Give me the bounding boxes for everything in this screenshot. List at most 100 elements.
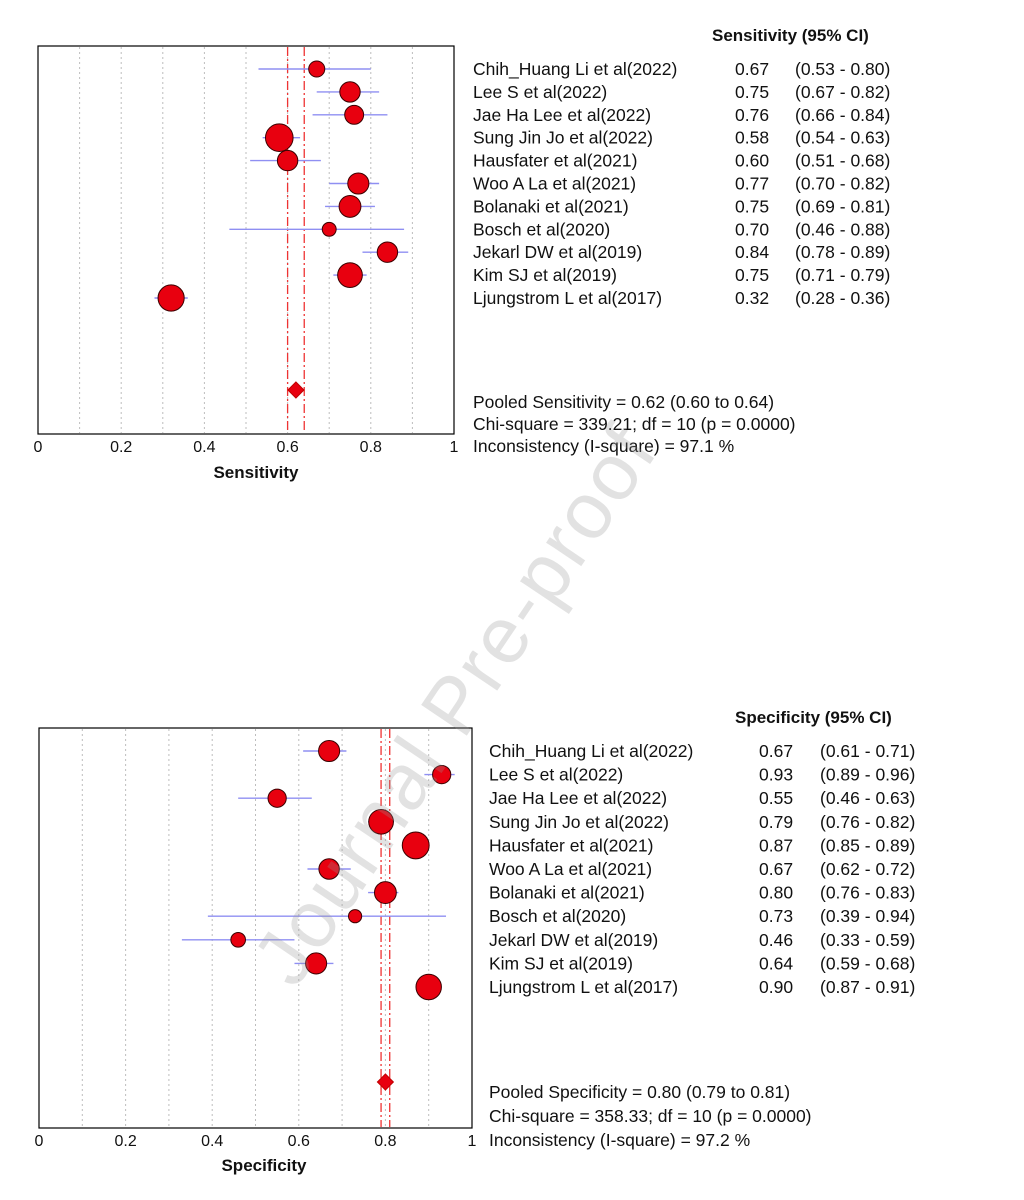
forest-plot-specificity: Specificity (95% CI) Chih_Huang Li et al(… xyxy=(35,708,916,1175)
study-ci: (0.62 - 0.72) xyxy=(820,859,915,879)
study-ci: (0.59 - 0.68) xyxy=(820,953,915,973)
pooled-estimate-text: Pooled Sensitivity = 0.62 (0.60 to 0.64) xyxy=(473,392,774,412)
study-ci: (0.67 - 0.82) xyxy=(795,82,890,102)
study-marker xyxy=(415,973,442,1001)
study-marker xyxy=(344,104,365,125)
study-ci: (0.69 - 0.81) xyxy=(795,196,890,216)
x-tick-label: 1 xyxy=(468,1133,477,1150)
study-name: Bosch et al(2020) xyxy=(489,906,626,926)
study-marker xyxy=(276,149,299,172)
study-value: 0.87 xyxy=(759,835,793,855)
i-square-text: Inconsistency (I-square) = 97.1 % xyxy=(473,436,734,456)
study-value: 0.67 xyxy=(759,741,793,761)
pooled-diamond xyxy=(376,1073,395,1091)
study-ci: (0.33 - 0.59) xyxy=(820,930,915,950)
study-marker xyxy=(305,952,328,975)
plot-frame xyxy=(38,727,473,1129)
x-tick-label: 0.4 xyxy=(193,439,215,456)
study-value: 0.75 xyxy=(735,196,769,216)
study-name: Sung Jin Jo et al(2022) xyxy=(489,812,669,832)
study-marker xyxy=(347,909,363,924)
study-name: Hausfater et al(2021) xyxy=(473,151,637,171)
study-value: 0.46 xyxy=(759,930,793,950)
chi-square-text: Chi-square = 358.33; df = 10 (p = 0.0000… xyxy=(489,1106,812,1126)
table-header: Specificity (95% CI) xyxy=(735,708,892,727)
study-ci: (0.46 - 0.88) xyxy=(795,219,890,239)
study-value: 0.67 xyxy=(735,59,769,79)
x-tick-label: 0 xyxy=(35,1133,44,1150)
study-marker xyxy=(337,262,363,288)
study-ci: (0.70 - 0.82) xyxy=(795,174,890,194)
study-marker xyxy=(401,831,430,860)
x-tick-label: 0.6 xyxy=(276,439,298,456)
study-ci: (0.76 - 0.82) xyxy=(820,812,915,832)
study-value: 0.58 xyxy=(735,128,769,148)
study-ci: (0.85 - 0.89) xyxy=(820,835,915,855)
study-ci: (0.87 - 0.91) xyxy=(820,977,915,997)
study-marker xyxy=(308,60,326,78)
study-value: 0.75 xyxy=(735,82,769,102)
study-value: 0.64 xyxy=(759,953,793,973)
study-value: 0.84 xyxy=(735,242,769,262)
study-marker xyxy=(373,881,397,905)
study-name: Chih_Huang Li et al(2022) xyxy=(473,59,677,80)
x-tick-label: 0.8 xyxy=(360,439,382,456)
i-square-text: Inconsistency (I-square) = 97.2 % xyxy=(489,1130,750,1150)
study-value: 0.76 xyxy=(735,105,769,125)
study-marker xyxy=(321,221,337,237)
study-ci: (0.89 - 0.96) xyxy=(820,765,915,785)
pooled-estimate-text: Pooled Specificity = 0.80 (0.79 to 0.81) xyxy=(489,1082,790,1102)
study-value: 0.55 xyxy=(759,788,793,808)
study-value: 0.93 xyxy=(759,765,793,785)
study-name: Ljungstrom L et al(2017) xyxy=(489,977,678,997)
study-marker xyxy=(157,284,185,312)
x-tick-label: 0 xyxy=(34,439,43,456)
study-ci: (0.78 - 0.89) xyxy=(795,242,890,262)
study-name: Jekarl DW et al(2019) xyxy=(473,242,642,262)
study-ci: (0.71 - 0.79) xyxy=(795,265,890,285)
chi-square-text: Chi-square = 339.21; df = 10 (p = 0.0000… xyxy=(473,414,796,434)
forest-plot-sensitivity: Sensitivity (95% CI) Chih_Huang Li et al(… xyxy=(34,26,891,482)
study-value: 0.75 xyxy=(735,265,769,285)
study-name: Jekarl DW et al(2019) xyxy=(489,930,658,950)
study-name: Lee S et al(2022) xyxy=(489,765,623,785)
plot-frame xyxy=(37,45,455,435)
x-axis-label: Sensitivity xyxy=(213,463,299,482)
study-name: Bolanaki et al(2021) xyxy=(489,883,645,903)
study-ci: (0.54 - 0.63) xyxy=(795,128,890,148)
study-name: Woo A La et al(2021) xyxy=(489,859,652,879)
x-tick-label: 0.2 xyxy=(110,439,132,456)
x-tick-label: 1 xyxy=(450,439,459,456)
study-ci: (0.66 - 0.84) xyxy=(795,105,890,125)
study-name: Sung Jin Jo et al(2022) xyxy=(473,128,653,148)
study-name: Woo A La et al(2021) xyxy=(473,174,636,194)
pooled-diamond xyxy=(287,381,305,399)
study-marker xyxy=(432,764,452,785)
study-value: 0.32 xyxy=(735,288,769,308)
study-name: Chih_Huang Li et al(2022) xyxy=(489,741,693,762)
study-marker xyxy=(318,739,341,763)
study-marker xyxy=(347,172,370,195)
study-marker xyxy=(267,788,287,808)
study-name: Kim SJ et al(2019) xyxy=(489,953,633,973)
study-ci: (0.39 - 0.94) xyxy=(820,906,915,926)
x-tick-label: 0.8 xyxy=(374,1133,396,1150)
x-tick-label: 0.6 xyxy=(288,1133,310,1150)
study-name: Bolanaki et al(2021) xyxy=(473,196,629,216)
study-name: Bosch et al(2020) xyxy=(473,219,610,239)
study-marker xyxy=(339,81,361,103)
study-ci: (0.61 - 0.71) xyxy=(820,741,915,761)
study-value: 0.80 xyxy=(759,883,793,903)
study-value: 0.70 xyxy=(735,219,769,239)
study-name: Ljungstrom L et al(2017) xyxy=(473,288,662,308)
study-name: Lee S et al(2022) xyxy=(473,82,607,102)
study-name: Kim SJ et al(2019) xyxy=(473,265,617,285)
study-ci: (0.28 - 0.36) xyxy=(795,288,890,308)
study-value: 0.77 xyxy=(735,174,769,194)
study-value: 0.90 xyxy=(759,977,793,997)
study-marker xyxy=(318,858,340,880)
table-header: Sensitivity (95% CI) xyxy=(712,26,869,45)
study-value: 0.79 xyxy=(759,812,793,832)
study-ci: (0.51 - 0.68) xyxy=(795,151,890,171)
